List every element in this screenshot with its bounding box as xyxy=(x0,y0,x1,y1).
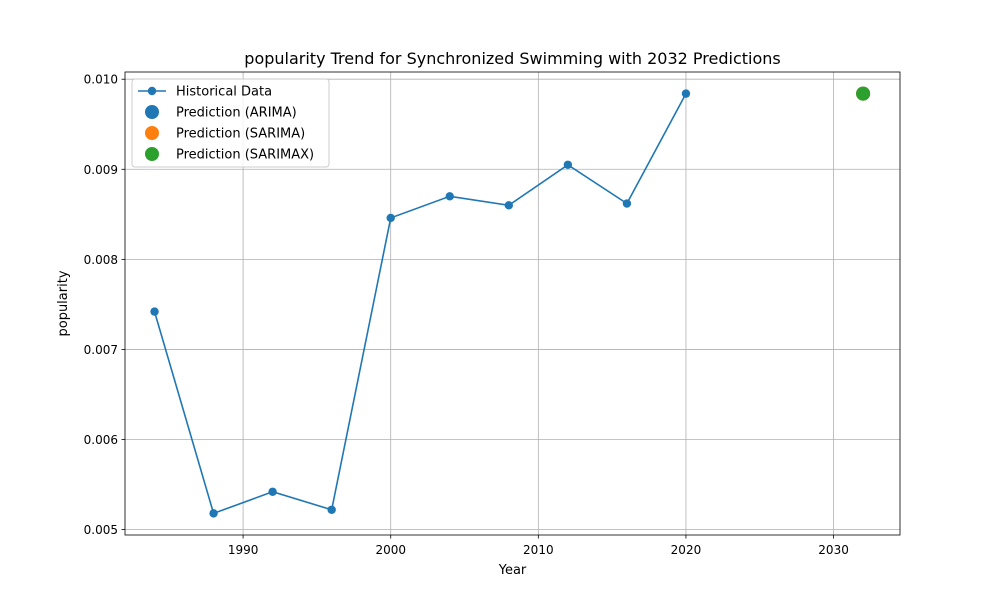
legend-marker-swatch xyxy=(145,126,159,140)
legend-marker-swatch xyxy=(145,105,159,119)
historical-data-point xyxy=(563,160,573,169)
historical-data-line xyxy=(153,93,687,515)
chart-title: popularity Trend for Synchronized Swimmi… xyxy=(244,49,780,68)
legend-label: Prediction (ARIMA) xyxy=(176,106,297,121)
y-axis-ticks: 0.005 0.006 0.007 0.008 0.009 0.010 xyxy=(84,73,125,537)
legend: Historical Data Prediction (ARIMA) Predict… xyxy=(131,78,330,168)
x-tick-label: 2000 xyxy=(375,543,406,557)
x-axis-label: Year xyxy=(498,563,527,578)
historical-data-point xyxy=(622,199,632,208)
x-axis-ticks: 1990 2000 2010 2020 2030 xyxy=(228,535,849,557)
historical-data-point xyxy=(386,213,395,223)
y-tick-label: 0.006 xyxy=(84,433,118,447)
prediction-point xyxy=(856,86,871,101)
legend-marker-swatch xyxy=(145,147,159,161)
historical-data-point xyxy=(268,487,277,496)
legend-label: Prediction (SARIMA) xyxy=(176,127,305,142)
legend-marker-swatch xyxy=(147,86,157,96)
x-tick-label: 2010 xyxy=(523,543,554,557)
y-tick-label: 0.010 xyxy=(84,73,118,87)
series-layer xyxy=(150,86,871,518)
plot-frame xyxy=(124,71,901,536)
historical-data-point xyxy=(209,509,218,518)
grid xyxy=(125,72,900,535)
y-axis-label: popularity xyxy=(56,270,71,336)
legend-label: Historical Data xyxy=(176,85,272,100)
y-tick-label: 0.007 xyxy=(84,343,118,357)
historical-data-point xyxy=(445,192,454,201)
y-tick-label: 0.008 xyxy=(84,253,118,267)
historical-data-point xyxy=(150,307,159,316)
y-tick-label: 0.005 xyxy=(84,523,118,537)
historical-data-point xyxy=(681,89,691,98)
legend-label: Prediction (SARIMAX) xyxy=(176,148,314,163)
x-tick-label: 1990 xyxy=(228,543,259,557)
x-tick-label: 2020 xyxy=(671,543,702,557)
x-tick-label: 2030 xyxy=(818,543,849,557)
historical-data-point xyxy=(504,201,514,210)
historical-data-point xyxy=(327,505,336,514)
legend-box xyxy=(131,78,330,168)
y-tick-label: 0.009 xyxy=(84,163,118,177)
